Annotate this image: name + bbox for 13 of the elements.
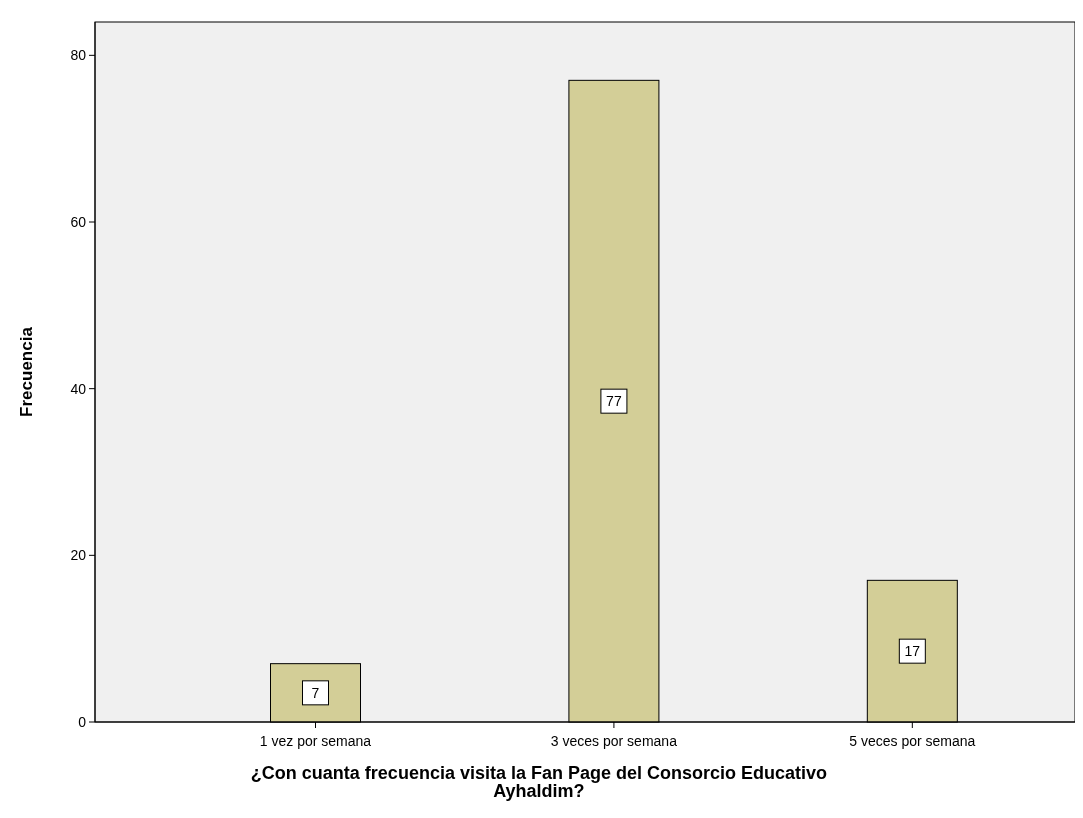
y-axis-title: Frecuencia: [17, 326, 36, 417]
x-tick-label: 1 vez por semana: [259, 733, 372, 749]
data-label: 17: [904, 643, 921, 660]
data-label: 77: [606, 393, 622, 410]
x-tick-label: 5 veces por semana: [849, 733, 976, 749]
y-tick-label: 40: [70, 380, 87, 397]
x-tick-label: 3 veces por semana: [550, 733, 678, 749]
y-tick-label: 20: [70, 547, 87, 564]
data-label: 7: [311, 684, 320, 701]
y-tick-label: 60: [70, 214, 87, 230]
y-tick-label: 0: [78, 714, 87, 730]
y-tick-label: 80: [70, 47, 87, 64]
x-axis-title: ¿Con cuanta frecuencia visita la Fan Page del Consorcio Educativo Ayhaldim?: [250, 763, 828, 801]
